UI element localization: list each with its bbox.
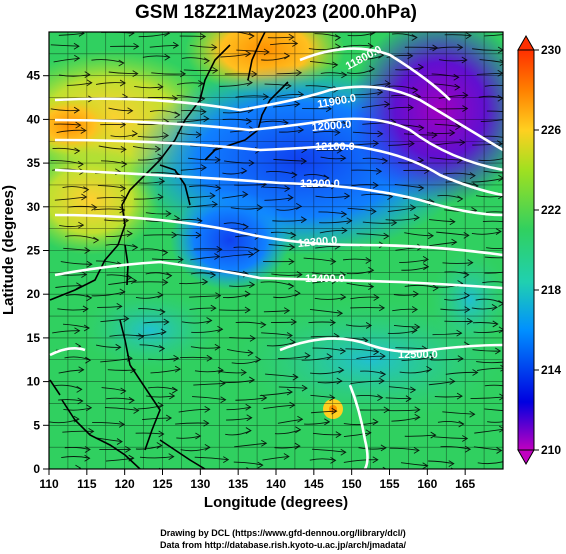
x-axis-ticks: 110 115 120 125 130 135 140 145 150 155 160 165 xyxy=(39,469,475,491)
x-tick-label: 125 xyxy=(152,477,172,491)
colorbar-tick-label: 218 xyxy=(541,283,561,297)
y-tick-label: 10 xyxy=(27,375,41,389)
y-tick-label: 0 xyxy=(33,462,40,476)
x-tick-label: 160 xyxy=(417,477,437,491)
credit-drawing: Drawing by DCL (https://www.gfd-dennou.o… xyxy=(160,528,406,538)
x-tick-label: 110 xyxy=(39,477,59,491)
colorbar: 210 214 218 222 226 230 xyxy=(517,34,561,466)
x-tick-label: 145 xyxy=(304,477,324,491)
map-title: GSM 18Z21May2023 (200.0hPa) xyxy=(135,2,417,23)
colorbar-min-arrow xyxy=(517,449,535,466)
y-axis-ticks: 0 5 10 15 20 25 30 35 40 45 xyxy=(27,69,49,476)
colorbar-tick-label: 214 xyxy=(541,363,561,377)
x-tick-label: 135 xyxy=(228,477,248,491)
svg-text:12100.0: 12100.0 xyxy=(315,141,355,153)
colorbar-max-arrow xyxy=(517,34,535,51)
y-tick-label: 5 xyxy=(33,418,40,432)
colorbar-tick-label: 210 xyxy=(541,443,561,457)
y-tick-label: 15 xyxy=(27,331,41,345)
y-tick-label: 30 xyxy=(27,200,41,214)
colorbar-tick-label: 222 xyxy=(541,203,561,217)
x-tick-label: 165 xyxy=(455,477,475,491)
lat-lon-grid xyxy=(49,32,503,469)
x-tick-label: 155 xyxy=(379,477,399,491)
y-tick-label: 20 xyxy=(27,287,41,301)
x-tick-label: 120 xyxy=(115,477,135,491)
svg-text:12200.0: 12200.0 xyxy=(300,178,340,190)
x-tick-label: 140 xyxy=(266,477,286,491)
svg-text:12500.0: 12500.0 xyxy=(398,349,438,361)
y-tick-label: 40 xyxy=(27,112,41,126)
y-tick-label: 25 xyxy=(27,244,41,258)
x-tick-label: 115 xyxy=(77,477,97,491)
colorbar-tick-label: 226 xyxy=(541,123,561,137)
x-tick-label: 130 xyxy=(190,477,210,491)
height-contours xyxy=(49,47,503,469)
colorbar-tick-label: 230 xyxy=(541,43,561,57)
credit-data: Data from http://database.rish.kyoto-u.a… xyxy=(159,540,407,550)
x-tick-label: 150 xyxy=(342,477,362,491)
svg-text:12300.0: 12300.0 xyxy=(297,235,338,250)
temperature-field: 11800.0 11900.0 12000.0 12100.0 12200.0 … xyxy=(49,32,503,469)
y-tick-label: 35 xyxy=(27,156,41,170)
y-tick-label: 45 xyxy=(27,69,41,83)
x-axis-label: Longitude (degrees) xyxy=(204,494,348,511)
svg-text:12400.0: 12400.0 xyxy=(305,273,345,285)
y-axis-label: Latitude (degrees) xyxy=(0,185,17,315)
svg-text:12000.0: 12000.0 xyxy=(311,119,352,134)
